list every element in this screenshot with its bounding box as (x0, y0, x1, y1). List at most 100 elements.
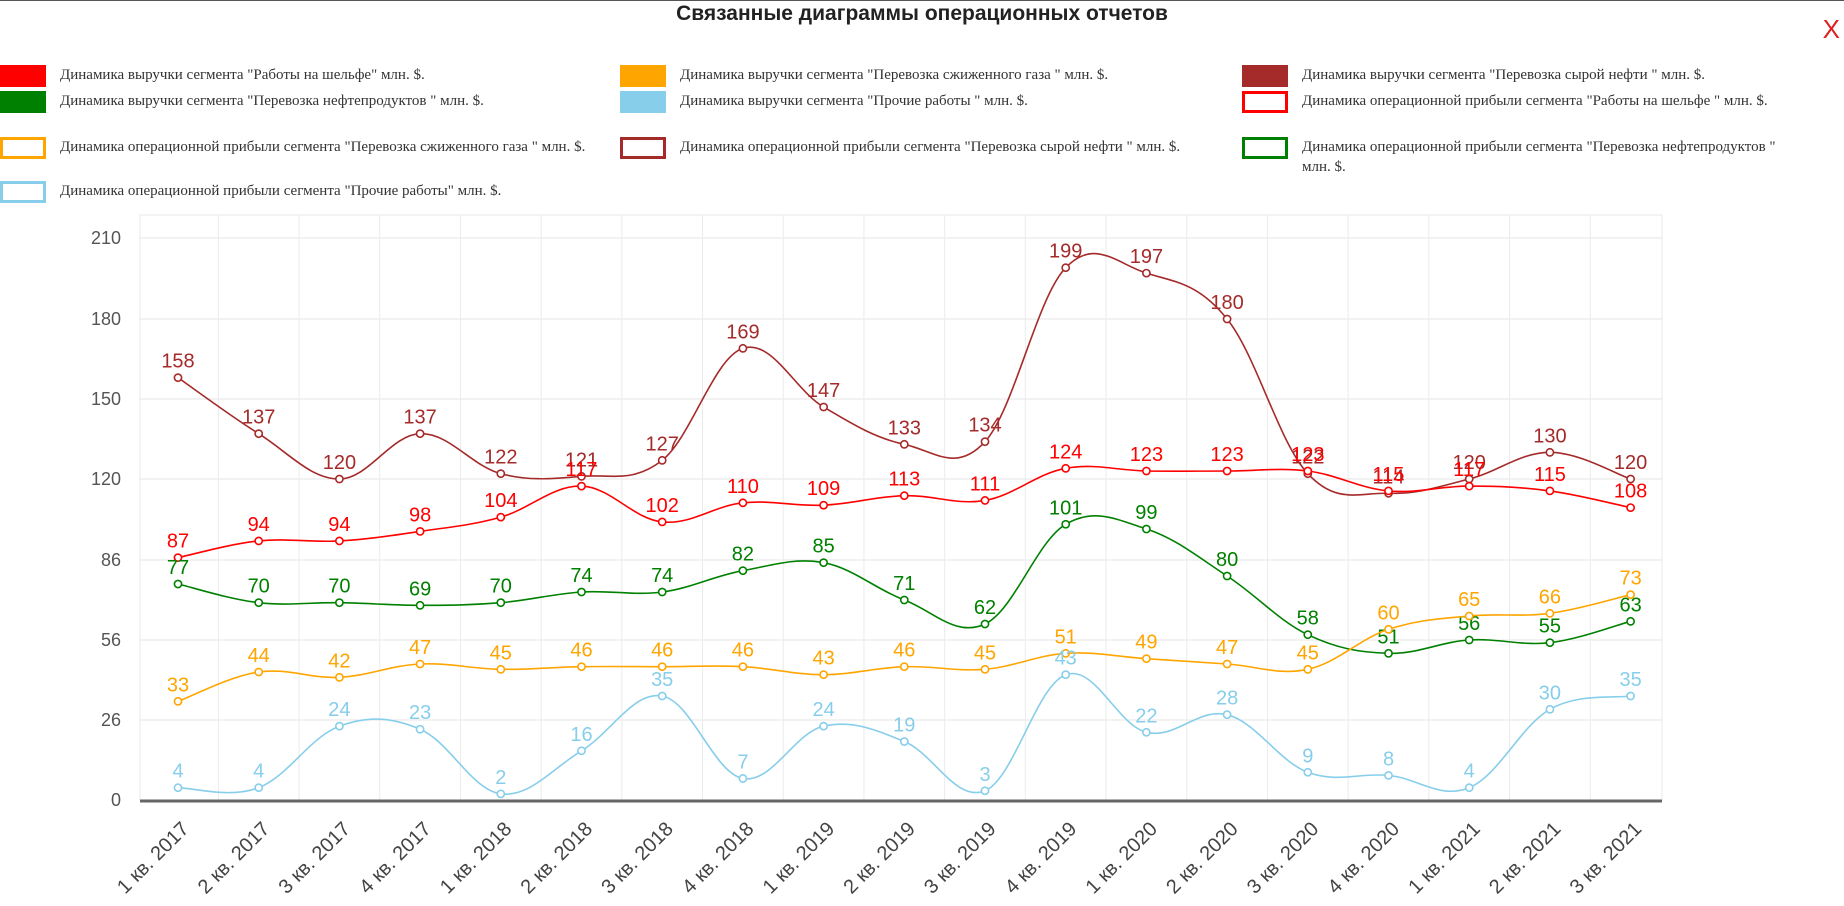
data-label: 74 (570, 565, 592, 587)
legend-item[interactable]: Динамика операционной прибыли сегмента "… (620, 137, 1220, 159)
y-tick-label: 0 (111, 790, 121, 810)
plot-area (139, 214, 1663, 801)
data-point (1626, 474, 1635, 484)
legend-item[interactable]: Динамика операционной прибыли сегмента "… (0, 181, 620, 203)
data-label: 101 (1049, 497, 1082, 519)
data-point (334, 536, 344, 546)
data-label: 4 (253, 761, 264, 783)
data-point (819, 558, 828, 568)
x-tick-label: 2 кв. 2017 (194, 818, 274, 898)
data-point (496, 469, 506, 479)
data-label: 30 (1539, 682, 1561, 704)
data-label: 43 (1055, 648, 1077, 670)
data-point (657, 517, 667, 527)
data-point (173, 373, 183, 383)
legend-swatch-icon (0, 137, 46, 159)
legend-swatch-icon (0, 91, 46, 113)
data-label: 62 (974, 597, 996, 619)
x-tick-label: 1 кв. 2018 (436, 818, 516, 898)
data-point (334, 672, 344, 682)
data-label: 23 (409, 702, 431, 724)
data-point (254, 536, 264, 546)
data-point (1303, 664, 1313, 674)
chart-legend: Динамика выручки сегмента "Работы на шел… (0, 0, 1844, 210)
data-point (577, 746, 586, 756)
data-label: 19 (893, 715, 915, 737)
data-label: 65 (1458, 589, 1480, 611)
data-label: 4 (172, 761, 183, 783)
data-point (738, 774, 748, 783)
data-point (1222, 571, 1232, 581)
legend-swatch-icon (0, 65, 46, 87)
legend-item[interactable]: Динамика операционной прибыли сегмента "… (0, 137, 600, 159)
data-point (415, 527, 425, 536)
data-label: 47 (409, 637, 431, 659)
data-point (1545, 704, 1555, 714)
data-point (899, 737, 909, 746)
data-label: 147 (807, 380, 840, 402)
data-label: 80 (1216, 549, 1238, 571)
legend-swatch-icon (620, 65, 666, 87)
legend-label: Динамика операционной прибыли сегмента "… (60, 183, 502, 199)
data-label: 127 (646, 433, 679, 455)
data-point (1222, 314, 1232, 324)
legend-label: Динамика операционной прибыли сегмента "… (1302, 93, 1768, 109)
data-label: 33 (167, 674, 189, 696)
data-label: 117 (1453, 459, 1485, 481)
data-label: 70 (248, 576, 270, 598)
data-point (496, 789, 506, 799)
data-label: 110 (727, 476, 759, 498)
legend-swatch-icon (620, 137, 666, 159)
legend-item[interactable]: Динамика операционной прибыли сегмента "… (1242, 137, 1802, 177)
data-label: 55 (1539, 616, 1561, 638)
data-label: 77 (167, 557, 189, 579)
close-icon[interactable]: X (1822, 14, 1840, 44)
data-label: 109 (807, 478, 840, 500)
data-point (415, 429, 425, 439)
data-point (980, 664, 990, 674)
legend-item[interactable]: Динамика выручки сегмента "Работы на шел… (0, 65, 560, 87)
data-label: 158 (161, 351, 194, 373)
data-point (415, 600, 425, 610)
y-tick-label: 180 (91, 309, 121, 329)
data-label: 24 (328, 699, 350, 721)
legend-item[interactable]: Динамика выручки сегмента "Перевозка сыр… (1242, 65, 1822, 87)
data-point (657, 455, 667, 465)
data-label: 24 (812, 699, 834, 721)
data-point (1303, 630, 1313, 640)
data-point (1061, 263, 1071, 273)
data-label: 46 (893, 640, 915, 662)
page-title: Связанные диаграммы операционных отчетов (676, 2, 1168, 25)
data-label: 134 (968, 415, 1001, 437)
data-point (334, 721, 344, 731)
data-label: 104 (484, 490, 517, 512)
legend-item[interactable]: Динамика выручки сегмента "Прочие работы… (620, 91, 1180, 113)
y-tick-label: 86 (101, 550, 121, 570)
data-label: 122 (1291, 447, 1324, 469)
data-point (1303, 767, 1313, 777)
data-label: 44 (248, 645, 270, 667)
data-point (1061, 519, 1071, 529)
legend-label: Динамика операционной прибыли сегмента "… (1302, 139, 1776, 175)
data-point (254, 667, 264, 677)
data-point (577, 587, 586, 597)
legend-swatch-icon (1242, 65, 1288, 87)
data-point (738, 498, 748, 508)
data-label: 60 (1377, 602, 1399, 624)
data-label: 169 (726, 321, 759, 343)
data-point (254, 783, 264, 793)
data-point (1303, 466, 1313, 476)
data-label: 58 (1297, 608, 1319, 630)
legend-swatch-icon (620, 91, 666, 113)
legend-item[interactable]: Динамика выручки сегмента "Перевозка сжи… (620, 65, 1180, 87)
data-point (980, 786, 990, 796)
data-point (1061, 670, 1071, 680)
data-label: 42 (328, 650, 350, 672)
data-point (1142, 268, 1151, 278)
legend-item[interactable]: Динамика выручки сегмента "Перевозка неф… (0, 91, 560, 113)
x-tick-label: 1 кв. 2020 (1082, 818, 1162, 898)
data-label: 102 (646, 495, 679, 517)
legend-label: Динамика выручки сегмента "Перевозка неф… (60, 93, 484, 109)
data-label: 123 (1130, 444, 1163, 466)
legend-item[interactable]: Динамика операционной прибыли сегмента "… (1242, 91, 1842, 113)
